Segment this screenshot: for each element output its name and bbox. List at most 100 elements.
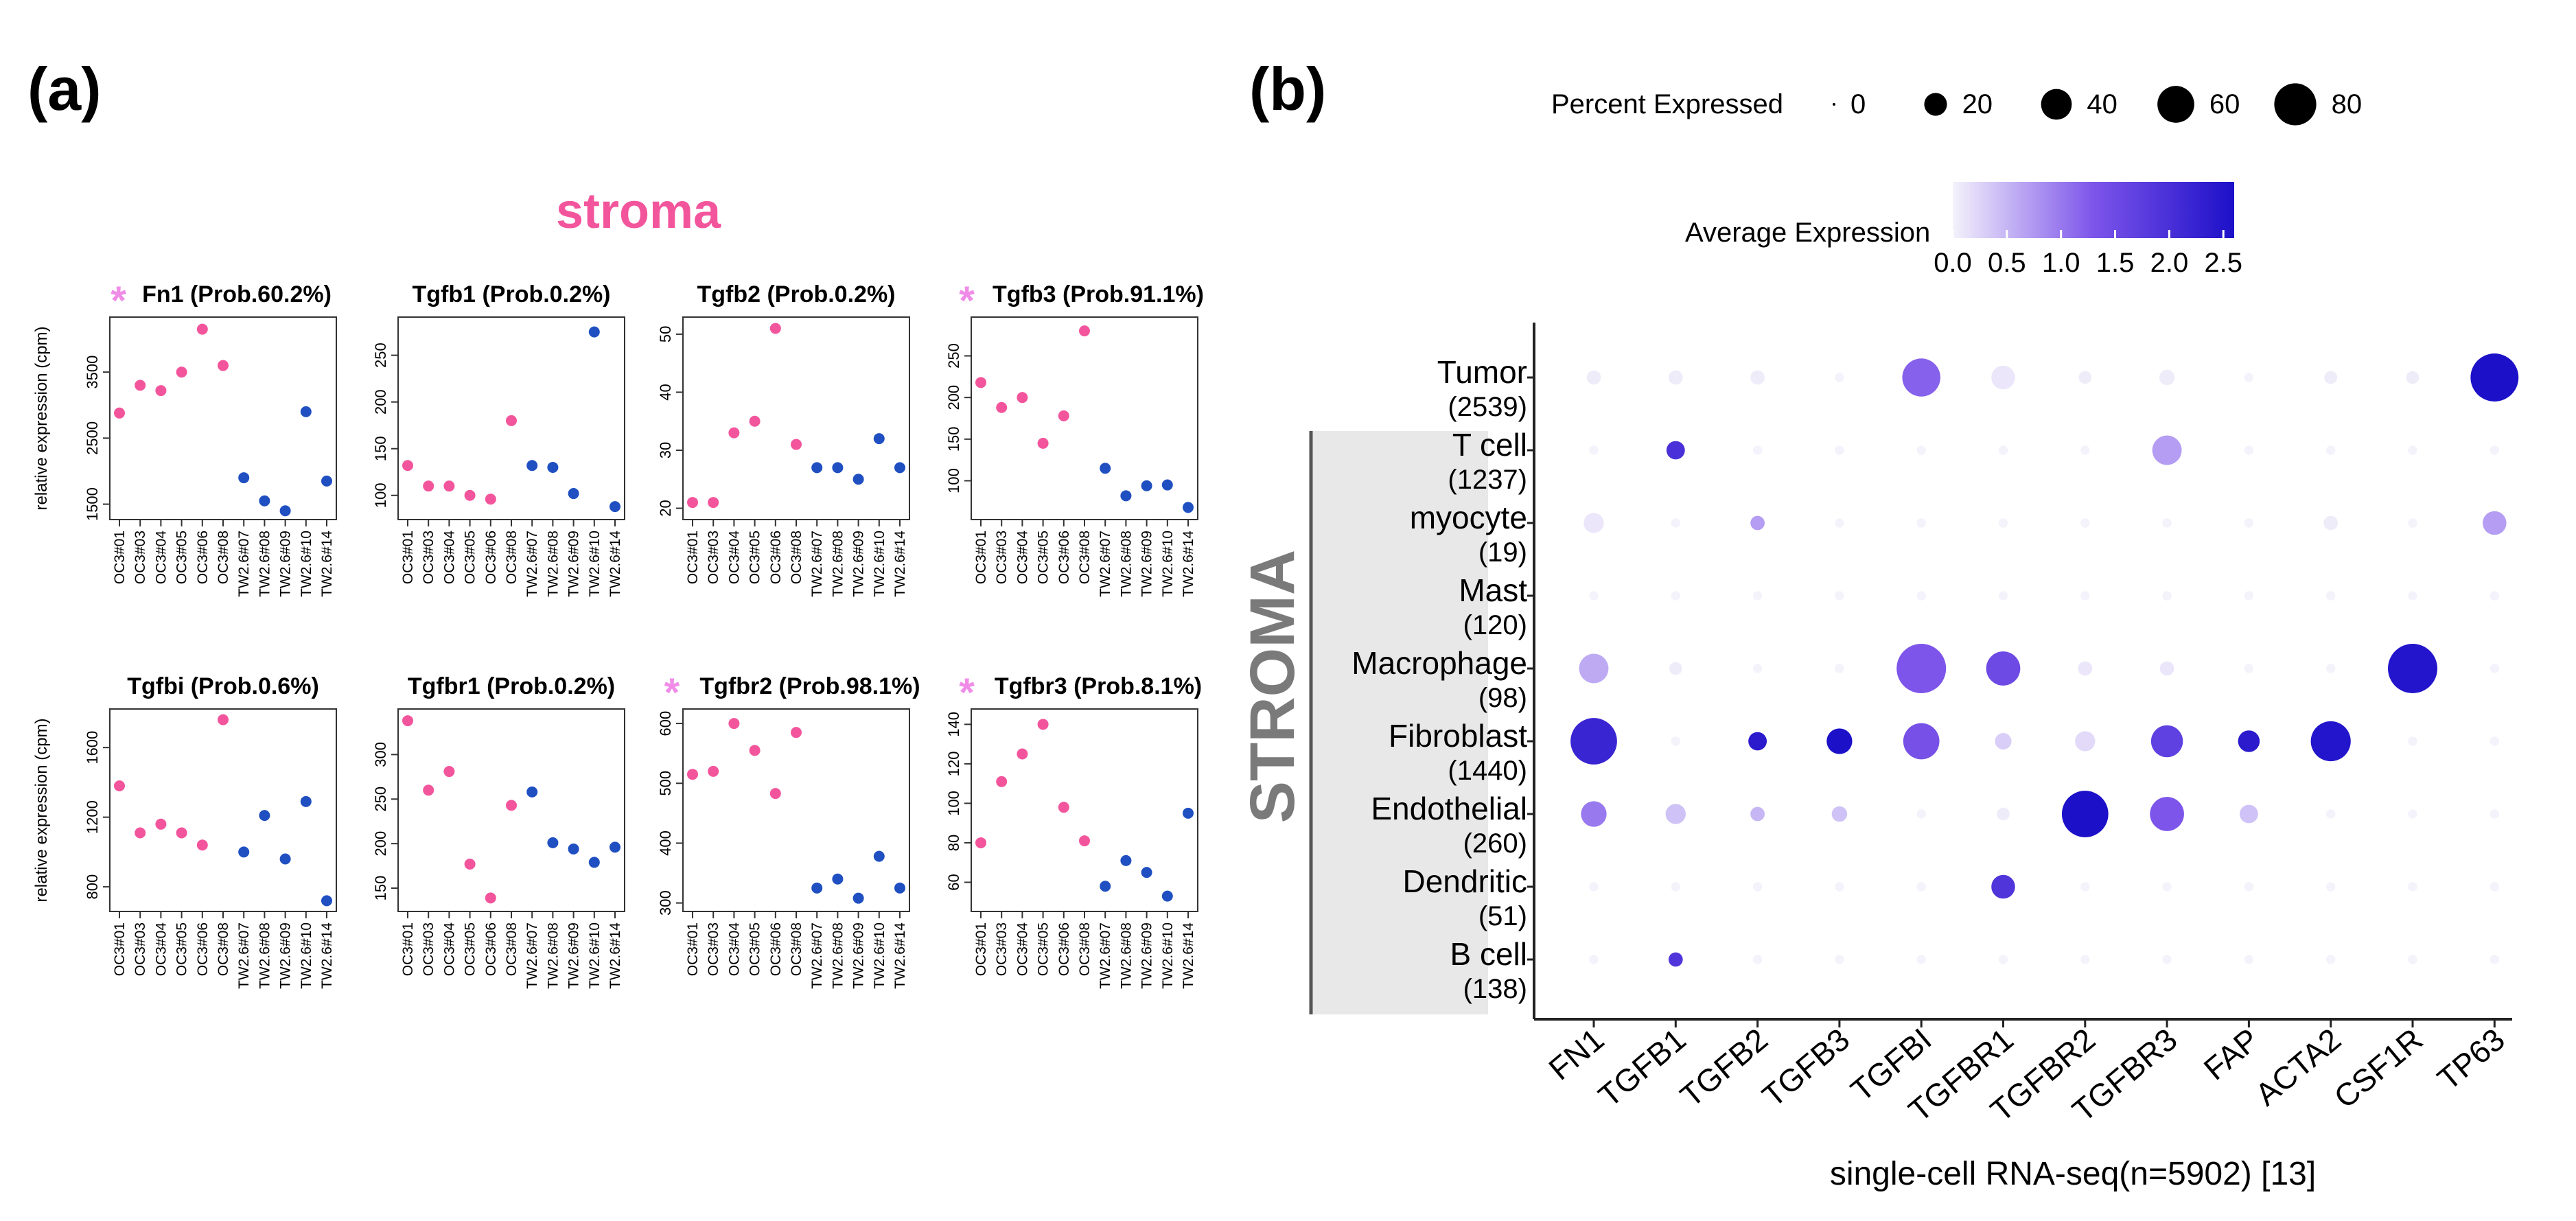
x-tick-label: TW2.6#09 <box>566 922 582 989</box>
y-tick-label: 2500 <box>84 421 101 455</box>
x-tick-label: OC3#08 <box>504 922 520 976</box>
subplot-title: Tgfbr2 (Prob.98.1%) <box>699 673 920 699</box>
legend-percent-label: 20 <box>1962 89 1993 119</box>
column-label: FN1 <box>1542 1021 1610 1087</box>
x-tick-label: TW2.6#09 <box>851 531 867 597</box>
x-tick-label: OC3#04 <box>1014 531 1030 585</box>
dot <box>2490 664 2499 673</box>
dot <box>2239 804 2258 824</box>
x-tick-label: TW2.6#10 <box>1160 531 1176 597</box>
dot <box>1750 370 1765 385</box>
dot <box>1581 801 1607 827</box>
data-point <box>1183 807 1194 819</box>
subplot-tgfbi: Tgfbi (Prob.0.6%) 800 1200 1600 OC3#01 OC3#03… <box>32 673 337 989</box>
legend-average-colorbar <box>1953 182 2234 238</box>
dot <box>2238 730 2260 752</box>
y-axis-label: relative expression (cpm) <box>32 718 51 902</box>
x-tick-label: OC3#04 <box>1014 922 1030 977</box>
plot-frame <box>971 708 1198 912</box>
x-tick-label: TW2.6#07 <box>236 531 252 597</box>
dot <box>2490 882 2499 892</box>
dot <box>2150 797 2184 831</box>
y-tick-label: 300 <box>657 890 674 916</box>
dot <box>1997 807 2010 821</box>
dot <box>2244 664 2254 673</box>
dot <box>2326 809 2336 819</box>
data-point <box>547 837 559 848</box>
dot <box>2162 882 2172 892</box>
x-tick-label: OC3#01 <box>400 922 416 976</box>
data-point <box>769 323 781 334</box>
subplot-title: Tgfbr1 (Prob.0.2%) <box>408 673 615 699</box>
x-tick-label: OC3#06 <box>1056 922 1072 976</box>
dot <box>1752 664 1763 673</box>
data-point <box>1120 854 1132 866</box>
row-label-count: (51) <box>1478 901 1527 931</box>
dot <box>2244 373 2254 382</box>
plot-frame <box>971 316 1198 520</box>
x-tick-label: OC3#01 <box>112 922 128 976</box>
dot <box>2408 518 2417 528</box>
dot <box>2080 518 2090 528</box>
y-tick-label: 500 <box>657 771 674 796</box>
legend-percent-dot <box>2274 83 2317 126</box>
data-point <box>1058 410 1069 421</box>
data-point <box>1079 835 1090 847</box>
row-label-name: Tumor <box>1437 354 1527 390</box>
data-point <box>135 380 146 391</box>
data-point <box>749 415 761 427</box>
x-tick-label: OC3#05 <box>463 922 478 976</box>
y-tick-label: 800 <box>84 874 101 900</box>
data-point <box>196 323 208 335</box>
data-point <box>588 326 600 338</box>
x-tick-label: OC3#03 <box>994 922 1010 976</box>
x-tick-label: TW2.6#14 <box>1181 531 1196 597</box>
legend-percent-title: Percent Expressed <box>1551 89 1783 119</box>
y-tick-label: 150 <box>372 436 389 461</box>
data-point <box>423 480 434 492</box>
x-tick-label: TW2.6#10 <box>872 922 887 989</box>
data-point <box>423 784 434 796</box>
dot <box>1752 445 1763 455</box>
column-label: ACTA2 <box>2249 1021 2347 1113</box>
row-label-count: (1237) <box>1448 465 1527 495</box>
dot <box>2244 882 2254 892</box>
y-tick-label: 100 <box>945 791 962 816</box>
data-point <box>259 810 270 822</box>
data-point <box>811 462 823 474</box>
row-label-name: T cell <box>1452 427 1527 463</box>
legend-percent-items: 0 20 40 60 80 <box>1833 83 2362 126</box>
x-tick-label: OC3#03 <box>132 922 148 976</box>
dot <box>2408 591 2417 601</box>
dot <box>1991 874 2015 899</box>
data-point <box>1100 881 1111 892</box>
dot <box>1896 644 1947 693</box>
x-tick-label: OC3#08 <box>789 531 804 584</box>
dot <box>2490 809 2499 819</box>
plot-frame <box>109 708 337 912</box>
x-tick-label: OC3#04 <box>441 922 457 977</box>
dot <box>2490 445 2499 455</box>
x-tick-label: OC3#08 <box>504 531 520 584</box>
colorbar-tick-label: 0.5 <box>1988 248 2026 278</box>
dot <box>2406 371 2420 384</box>
dot <box>2080 882 2090 892</box>
x-tick-label: TW2.6#14 <box>607 531 623 597</box>
data-point <box>791 727 802 739</box>
y-tick-label: 250 <box>372 342 389 368</box>
x-tick-label: OC3#06 <box>195 922 211 976</box>
dot <box>2408 955 2417 964</box>
data-point <box>832 462 844 474</box>
data-point <box>485 892 496 904</box>
x-tick-label: OC3#03 <box>421 531 437 584</box>
dot <box>1666 441 1685 460</box>
data-point <box>588 857 600 868</box>
subplot-tgfb1: Tgfb1 (Prob.0.2%) 100 150 200 250 OC3#01 OC3#0… <box>372 281 625 597</box>
data-point <box>238 472 250 484</box>
dot <box>1916 809 1926 819</box>
data-point <box>1079 325 1090 337</box>
dot <box>1998 955 2008 964</box>
x-tick-label: TW2.6#08 <box>830 922 846 989</box>
subplot-title: Tgfbr3 (Prob.8.1%) <box>995 673 1202 699</box>
y-tick-label: 600 <box>657 711 674 736</box>
